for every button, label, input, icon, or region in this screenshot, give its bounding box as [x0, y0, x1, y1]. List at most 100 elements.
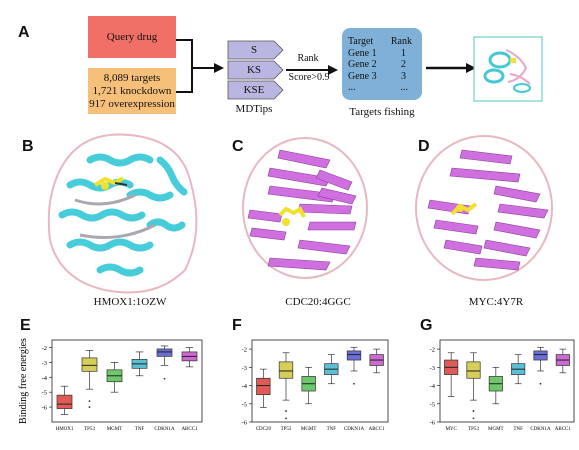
x-tick-label: MGMT [488, 427, 504, 432]
x-tick-label: MYC [445, 427, 457, 432]
fishing-row: Gene 1 1 [348, 48, 418, 60]
mdtips-item-kse-label: KSE [243, 83, 265, 96]
fishing-header-target: Target [348, 36, 374, 47]
x-tick-label: CDKN1A [530, 427, 551, 432]
y-tick-label: -5 [242, 401, 247, 408]
x-tick-label: MGMT [107, 427, 123, 432]
mdtips-item-ks: KS [236, 62, 272, 78]
box-body [256, 377, 271, 396]
fishing-label: Targets fishing [349, 106, 415, 118]
fishing-cell: Gene 2 [348, 59, 377, 70]
panel-letter-d: D [418, 138, 430, 155]
fishing-cell: Gene 1 [348, 47, 377, 59]
panel-letter-b: B [22, 138, 34, 155]
x-tick-label: CDC20 [256, 427, 272, 432]
y-axis-label: Binding free energies [18, 338, 29, 424]
mdtips-item-kse: KSE [236, 82, 272, 98]
panel-letter-c: C [232, 138, 244, 155]
fishing-table: Target Rank Gene 1 1 Gene 2 2 Gene 3 3 .… [348, 36, 418, 94]
structure-label-myc: MYC:4Y7R [468, 296, 524, 308]
targets-line-2: 1,721 knockdown [92, 84, 172, 97]
x-tick-label: ABCC1 [369, 427, 386, 432]
fishing-cell: 2 [401, 59, 406, 70]
fishing-cell: Gene 3 [348, 70, 377, 82]
fishing-row: Gene 3 3 [348, 71, 418, 83]
plot-frame [251, 339, 389, 423]
structure-thumbnail [483, 49, 531, 93]
fishing-header-rank: Rank [390, 36, 412, 47]
mdtips-s-shape [227, 40, 284, 60]
x-tick-label: HMOX1 [56, 427, 74, 432]
fishing-cell: ... [400, 82, 409, 93]
targets-line-3: 917 overexpression [89, 97, 175, 110]
x-tick-label: CDKN1A [344, 427, 365, 432]
panel-letter-g: G [420, 317, 433, 334]
mdtips-ks-shape [227, 60, 284, 80]
y-tick-label: -6 [242, 420, 248, 427]
box-outlier [88, 400, 91, 403]
box-body [466, 361, 481, 379]
box-body [56, 394, 73, 409]
y-tick-label: -3 [242, 365, 247, 372]
query-drug-label: Query drug [106, 30, 158, 43]
fishing-cell: 1 [401, 47, 406, 59]
targets-box: 8,089 targets 1,721 knockdown 917 overex… [88, 68, 176, 114]
box-outlier [285, 410, 287, 412]
fishing-row: Gene 2 2 [348, 59, 418, 71]
targets-line-1: 8,089 targets [103, 71, 161, 84]
y-tick-label: -4 [42, 375, 48, 382]
fishing-cell: 3 [401, 70, 406, 82]
mdtips-item-s: S [236, 42, 272, 58]
x-tick-label: TNF [513, 427, 523, 432]
box-outlier [539, 382, 542, 385]
rank-label: Rank [297, 53, 319, 64]
score-label: Score>0.9 [288, 72, 330, 83]
box-body [533, 350, 548, 361]
plot-frame [439, 339, 575, 423]
panel-letter-e: E [20, 317, 31, 334]
structure-myc-image [415, 135, 553, 281]
y-tick-label: -2 [430, 347, 435, 354]
y-tick-label: -3 [42, 360, 47, 367]
box-body [156, 348, 173, 357]
fishing-row: ... ... [348, 82, 418, 94]
y-tick-label: -4 [242, 383, 248, 390]
box-outlier [472, 417, 475, 420]
query-drug-box: Query drug [88, 16, 176, 58]
mdtips-item-ks-label: KS [246, 63, 262, 76]
arrow-head-3 [466, 63, 476, 73]
x-tick-label: TNF [327, 427, 337, 432]
fishing-cell: ... [348, 82, 356, 93]
x-tick-label: ABCC1 [555, 427, 572, 432]
y-tick-label: -2 [242, 347, 247, 354]
structure-cdc20-image [242, 137, 368, 279]
box-outlier [163, 377, 166, 380]
x-tick-label: TP53 [281, 427, 292, 432]
structure-label-hmox1: HMOX1:1OZW [93, 296, 167, 308]
x-tick-label: TNF [135, 427, 145, 432]
box-body [346, 350, 362, 361]
y-tick-label: -3 [430, 365, 435, 372]
structure-hmox1-image [47, 133, 198, 294]
structure-thumbnail-frame [473, 36, 543, 102]
mdtips-item-s-label: S [250, 43, 258, 56]
plot-frame [51, 339, 203, 423]
box-outlier [472, 410, 475, 412]
x-tick-label: MGMT [301, 427, 317, 432]
x-tick-label: TP53 [468, 427, 479, 432]
x-tick-label: CDKN1A [154, 427, 175, 432]
x-tick-label: TP53 [84, 427, 95, 432]
box-outlier [285, 417, 287, 420]
fishing-table-header: Target Rank [348, 36, 418, 48]
y-tick-label: -5 [430, 401, 435, 408]
arrow-head-2 [328, 65, 338, 75]
mdtips-kse-shape [227, 80, 284, 100]
panel-letter-a: A [18, 24, 30, 41]
arrow-head-1 [214, 63, 224, 73]
y-tick-label: -2 [42, 345, 47, 352]
box-body [81, 357, 98, 372]
